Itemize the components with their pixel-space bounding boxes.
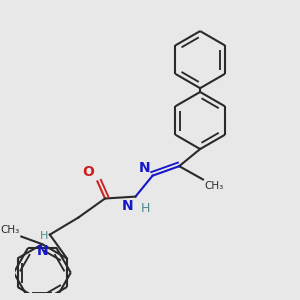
Text: H: H [40, 231, 48, 241]
Text: N: N [36, 244, 48, 258]
Text: CH₃: CH₃ [0, 225, 20, 235]
Text: O: O [83, 166, 94, 179]
Text: H: H [141, 202, 151, 215]
Text: CH₃: CH₃ [204, 182, 223, 191]
Text: N: N [139, 161, 151, 175]
Text: N: N [122, 199, 134, 212]
